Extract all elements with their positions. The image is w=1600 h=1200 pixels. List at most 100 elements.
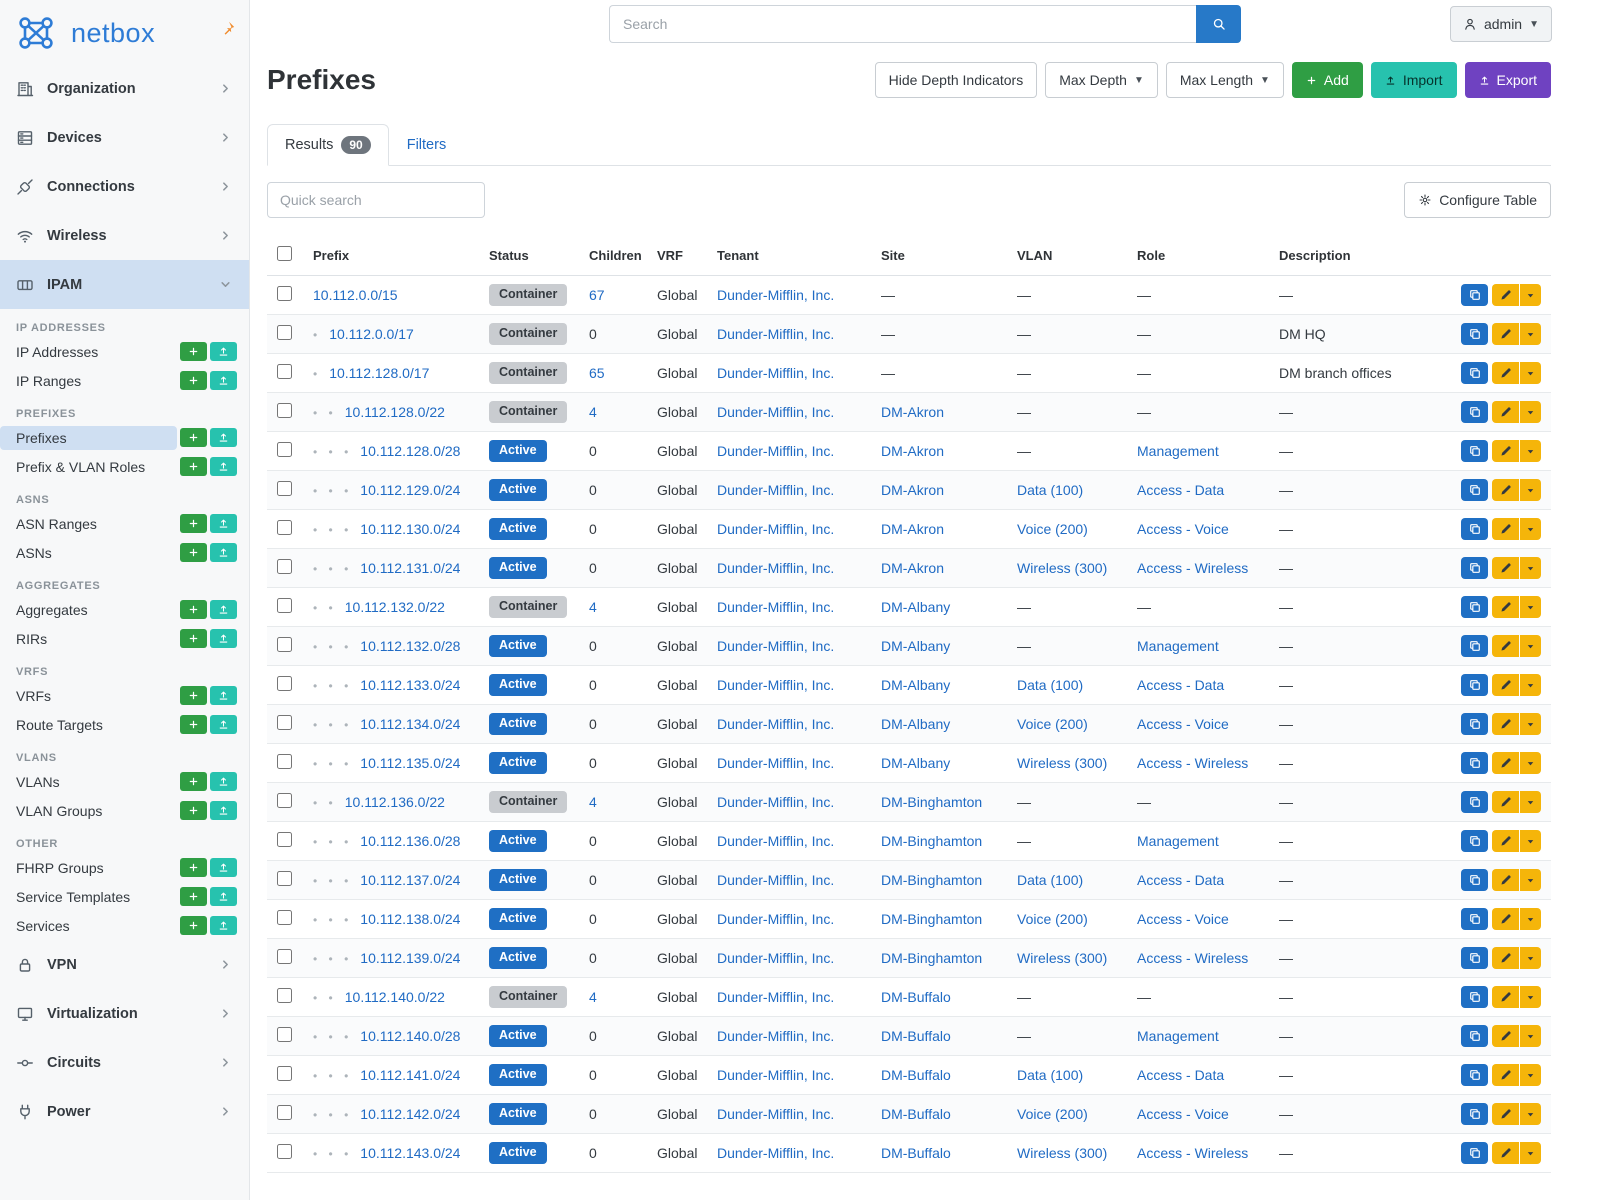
site-link[interactable]: DM-Akron	[881, 404, 945, 420]
children-count-link[interactable]: 4	[589, 599, 597, 615]
column-header-role[interactable]: Role	[1127, 235, 1269, 276]
clone-button[interactable]	[1461, 713, 1488, 735]
row-checkbox[interactable]	[277, 1144, 292, 1159]
clone-button[interactable]	[1461, 362, 1488, 384]
site-link[interactable]: DM-Buffalo	[881, 1145, 951, 1161]
site-link[interactable]: DM-Akron	[881, 482, 945, 498]
tenant-link[interactable]: Dunder-Mifflin, Inc.	[717, 326, 835, 342]
prefix-link[interactable]: 10.112.134.0/24	[360, 716, 461, 732]
role-link[interactable]: Access - Data	[1137, 1067, 1225, 1083]
import-services-button[interactable]	[210, 916, 237, 935]
dropdown-toggle-button[interactable]	[1520, 518, 1541, 540]
column-header-tenant[interactable]: Tenant	[707, 235, 871, 276]
role-link[interactable]: Access - Data	[1137, 872, 1225, 888]
row-checkbox[interactable]	[277, 793, 292, 808]
dropdown-toggle-button[interactable]	[1520, 401, 1541, 423]
row-checkbox[interactable]	[277, 559, 292, 574]
role-link[interactable]: Access - Data	[1137, 482, 1225, 498]
column-header-site[interactable]: Site	[871, 235, 1007, 276]
max-depth-dropdown[interactable]: Max Depth ▼	[1045, 62, 1158, 98]
site-link[interactable]: DM-Buffalo	[881, 1067, 951, 1083]
edit-button[interactable]	[1492, 1064, 1519, 1086]
site-link[interactable]: DM-Binghamton	[881, 950, 983, 966]
dropdown-toggle-button[interactable]	[1520, 596, 1541, 618]
prefix-link[interactable]: 10.112.143.0/24	[360, 1145, 461, 1161]
sidebar-link-vlan-groups[interactable]: VLAN Groups	[16, 802, 103, 819]
prefix-link[interactable]: 10.112.128.0/28	[360, 443, 461, 459]
sidebar-link-aggregates[interactable]: Aggregates	[16, 601, 88, 618]
clone-button[interactable]	[1461, 791, 1488, 813]
clone-button[interactable]	[1461, 674, 1488, 696]
tenant-link[interactable]: Dunder-Mifflin, Inc.	[717, 287, 835, 303]
vlan-link[interactable]: Data (100)	[1017, 1067, 1084, 1083]
children-count-link[interactable]: 4	[589, 404, 597, 420]
clone-button[interactable]	[1461, 1025, 1488, 1047]
configure-table-button[interactable]: Configure Table	[1404, 182, 1551, 218]
add-asns-button[interactable]	[180, 543, 207, 562]
edit-button[interactable]	[1492, 362, 1519, 384]
sidebar-item-vpn[interactable]: VPN	[0, 940, 249, 989]
max-length-dropdown[interactable]: Max Length ▼	[1165, 62, 1284, 98]
row-checkbox[interactable]	[277, 325, 292, 340]
vlan-link[interactable]: Voice (200)	[1017, 1106, 1088, 1122]
import-aggregates-button[interactable]	[210, 600, 237, 619]
edit-button[interactable]	[1492, 713, 1519, 735]
edit-button[interactable]	[1492, 674, 1519, 696]
tenant-link[interactable]: Dunder-Mifflin, Inc.	[717, 365, 835, 381]
quick-search-input[interactable]	[267, 182, 485, 218]
tenant-link[interactable]: Dunder-Mifflin, Inc.	[717, 1067, 835, 1083]
tenant-link[interactable]: Dunder-Mifflin, Inc.	[717, 404, 835, 420]
role-link[interactable]: Access - Data	[1137, 677, 1225, 693]
edit-button[interactable]	[1492, 947, 1519, 969]
row-checkbox[interactable]	[277, 1105, 292, 1120]
site-link[interactable]: DM-Binghamton	[881, 872, 983, 888]
dropdown-toggle-button[interactable]	[1520, 1025, 1541, 1047]
dropdown-toggle-button[interactable]	[1520, 362, 1541, 384]
tenant-link[interactable]: Dunder-Mifflin, Inc.	[717, 443, 835, 459]
tab-filters[interactable]: Filters	[406, 137, 447, 153]
import-ip-addresses-button[interactable]	[210, 342, 237, 361]
sidebar-link-vrfs[interactable]: VRFs	[16, 687, 51, 704]
dropdown-toggle-button[interactable]	[1520, 791, 1541, 813]
clone-button[interactable]	[1461, 1142, 1488, 1164]
dropdown-toggle-button[interactable]	[1520, 1142, 1541, 1164]
clone-button[interactable]	[1461, 635, 1488, 657]
edit-button[interactable]	[1492, 479, 1519, 501]
sidebar-item-virtualization[interactable]: Virtualization	[0, 989, 249, 1038]
vlan-link[interactable]: Voice (200)	[1017, 911, 1088, 927]
site-link[interactable]: DM-Albany	[881, 755, 951, 771]
clone-button[interactable]	[1461, 1064, 1488, 1086]
sidebar-link-prefixes[interactable]: Prefixes	[0, 425, 177, 450]
tenant-link[interactable]: Dunder-Mifflin, Inc.	[717, 872, 835, 888]
site-link[interactable]: DM-Buffalo	[881, 1106, 951, 1122]
role-link[interactable]: Access - Wireless	[1137, 755, 1249, 771]
prefix-link[interactable]: 10.112.142.0/24	[360, 1106, 461, 1122]
column-header-prefix[interactable]: Prefix	[303, 235, 479, 276]
vlan-link[interactable]: Wireless (300)	[1017, 1145, 1108, 1161]
dropdown-toggle-button[interactable]	[1520, 323, 1541, 345]
add-vrfs-button[interactable]	[180, 686, 207, 705]
sidebar-link-services[interactable]: Services	[16, 917, 70, 934]
import-ip-ranges-button[interactable]	[210, 371, 237, 390]
add-service-templates-button[interactable]	[180, 887, 207, 906]
clone-button[interactable]	[1461, 440, 1488, 462]
prefix-link[interactable]: 10.112.130.0/24	[360, 521, 461, 537]
dropdown-toggle-button[interactable]	[1520, 1103, 1541, 1125]
dropdown-toggle-button[interactable]	[1520, 440, 1541, 462]
site-link[interactable]: DM-Buffalo	[881, 1028, 951, 1044]
row-checkbox[interactable]	[277, 286, 292, 301]
role-link[interactable]: Access - Wireless	[1137, 560, 1249, 576]
role-link[interactable]: Access - Wireless	[1137, 950, 1249, 966]
clone-button[interactable]	[1461, 869, 1488, 891]
row-checkbox[interactable]	[277, 910, 292, 925]
sidebar-item-wireless[interactable]: Wireless	[0, 211, 249, 260]
site-link[interactable]: DM-Binghamton	[881, 794, 983, 810]
dropdown-toggle-button[interactable]	[1520, 713, 1541, 735]
import-button[interactable]: Import	[1370, 62, 1457, 98]
prefix-link[interactable]: 10.112.136.0/28	[360, 833, 461, 849]
user-menu-button[interactable]: admin ▼	[1449, 6, 1552, 42]
tenant-link[interactable]: Dunder-Mifflin, Inc.	[717, 521, 835, 537]
import-service-templates-button[interactable]	[210, 887, 237, 906]
tenant-link[interactable]: Dunder-Mifflin, Inc.	[717, 911, 835, 927]
sidebar-link-fhrp-groups[interactable]: FHRP Groups	[16, 859, 104, 876]
